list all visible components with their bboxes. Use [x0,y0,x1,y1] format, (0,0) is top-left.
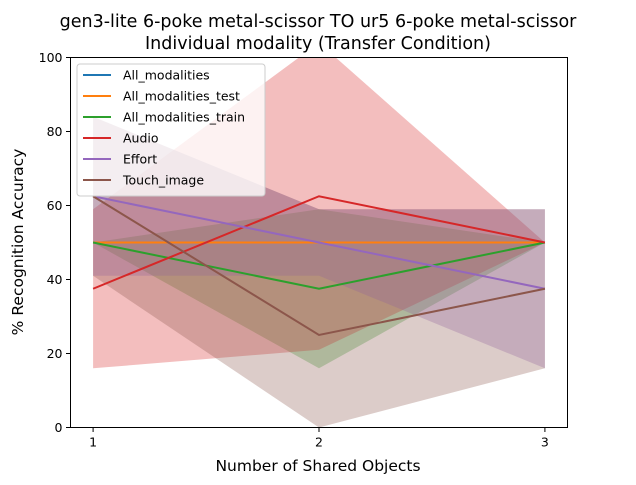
chart-subtitle: Individual modality (Transfer Condition) [145,34,491,54]
y-axis-ticks: 0 20 40 60 80 100 [39,50,71,435]
legend-label: All_modalities [123,68,210,83]
chart-title: gen3-lite 6-poke metal-scissor TO ur5 6-… [60,12,578,32]
line-touch-image [92,195,546,337]
x-axis-ticks: 1 2 3 [89,427,549,450]
y-tick-label: 20 [47,346,63,361]
y-tick-label: 40 [47,272,63,287]
x-tick-label: 3 [541,435,549,450]
y-tick-label: 0 [55,420,63,435]
x-tick-label: 2 [315,435,323,450]
legend-label: All_modalities_test [123,89,240,104]
line-audio [92,195,546,290]
legend: All_modalities All_modalities_test All_mod… [76,63,266,197]
y-tick-label: 100 [39,50,63,65]
series-lines [92,195,546,337]
legend-box [76,63,266,197]
legend-label: Touch_image [122,173,204,188]
legend-label: Effort [123,152,157,167]
legend-label: Audio [123,131,159,146]
y-axis-label: % Recognition Accuracy [9,149,27,336]
y-tick-label: 60 [47,198,63,213]
x-tick-label: 1 [89,435,97,450]
legend-label: All_modalities_train [123,110,245,125]
line-effort [92,195,546,290]
y-tick-label: 80 [47,124,63,139]
x-axis-label: Number of Shared Objects [215,457,420,475]
